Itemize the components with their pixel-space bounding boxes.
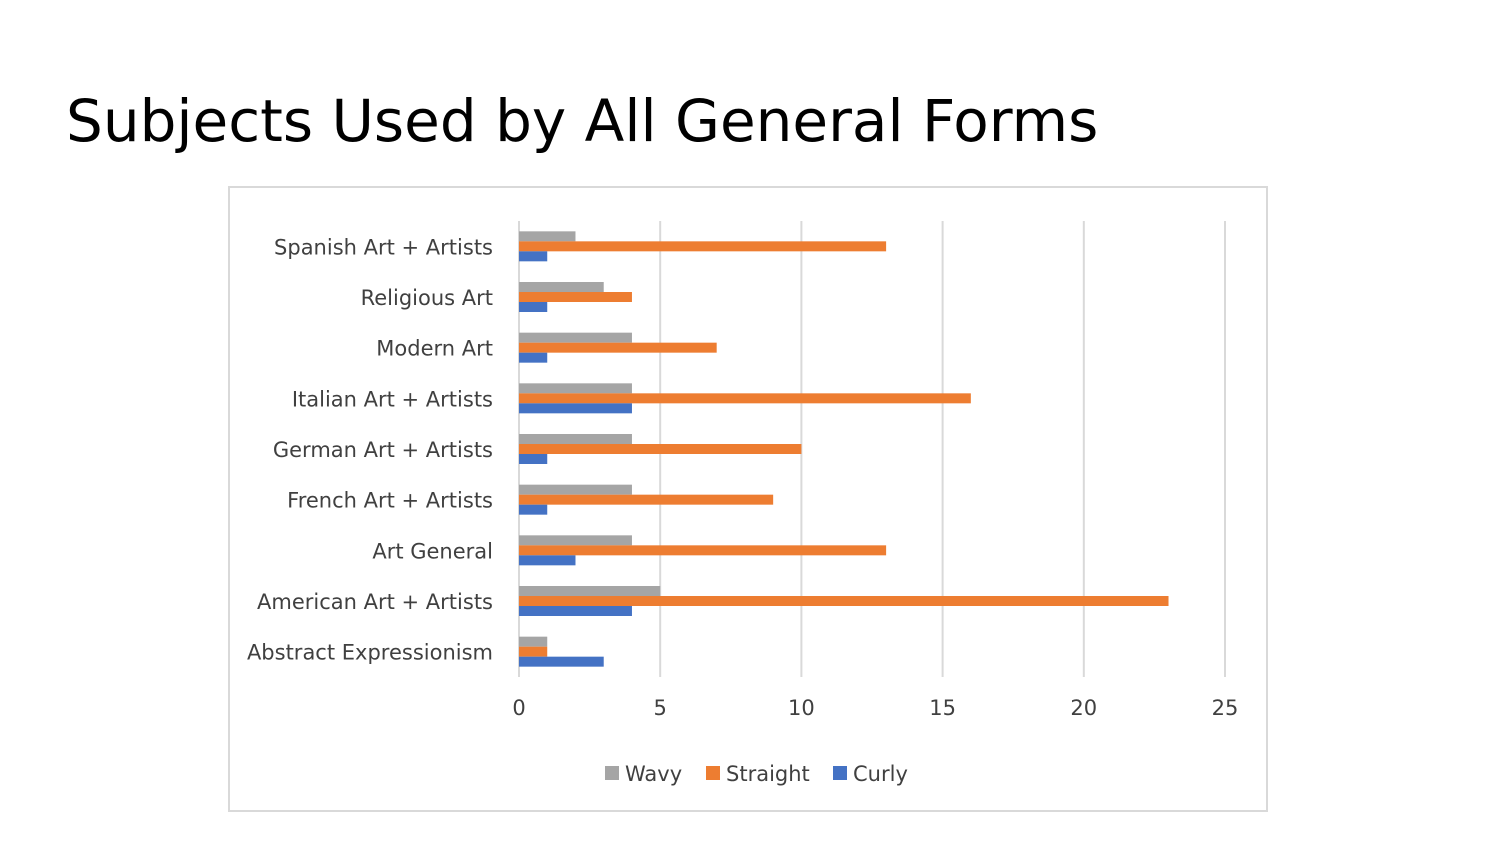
category-label: Art General [372, 539, 493, 563]
chart-frame: Spanish Art + Artists Religious Art Modern… [228, 186, 1268, 812]
x-tick-label: 10 [788, 696, 815, 720]
bar-straight [519, 241, 887, 252]
x-tick-label: 15 [929, 696, 956, 720]
bar-wavy [519, 332, 632, 343]
bar-straight [519, 596, 1169, 606]
legend-label-curly: Curly [853, 762, 908, 786]
bar-wavy [519, 383, 632, 394]
x-tick-label: 25 [1212, 696, 1239, 720]
bar-wavy [519, 636, 548, 647]
x-axis-tick-labels: 0 5 10 15 20 25 [512, 696, 1238, 720]
x-tick-label: 20 [1070, 696, 1097, 720]
bar-straight [519, 545, 887, 556]
bar-curly [519, 302, 548, 312]
bar-curly [519, 555, 576, 566]
bar-curly [519, 403, 632, 414]
category-label: Abstract Expressionism [247, 641, 493, 665]
bar-curly [519, 606, 632, 616]
bar-curly [519, 504, 548, 515]
legend-swatch-curly [833, 766, 847, 780]
category-label: Religious Art [361, 286, 493, 310]
legend-swatch-straight [706, 766, 720, 780]
category-label: Spanish Art + Artists [274, 235, 493, 259]
slide-title: Subjects Used by All General Forms [66, 87, 1099, 155]
category-label: Modern Art [376, 337, 493, 361]
legend-label-wavy: Wavy [625, 762, 682, 786]
bar-straight [519, 444, 802, 454]
bar-wavy [519, 484, 632, 495]
bar-curly [519, 251, 548, 262]
bar-wavy [519, 535, 632, 546]
category-label: Italian Art + Artists [292, 387, 493, 411]
bar-curly [519, 656, 604, 667]
x-tick-label: 0 [512, 696, 525, 720]
bar-chart: Spanish Art + Artists Religious Art Modern… [247, 221, 1238, 786]
category-label: German Art + Artists [273, 438, 493, 462]
bar-wavy [519, 434, 632, 444]
x-tick-label: 5 [654, 696, 667, 720]
bar-wavy [519, 231, 576, 242]
bar-straight [519, 342, 717, 353]
category-label: American Art + Artists [257, 590, 493, 614]
bar-wavy [519, 282, 604, 292]
legend-label-straight: Straight [726, 762, 810, 786]
bar-straight [519, 292, 632, 302]
bar-wavy [519, 586, 661, 596]
category-labels: Spanish Art + Artists Religious Art Modern… [247, 235, 493, 664]
bar-straight [519, 393, 971, 404]
bar-curly [519, 454, 548, 464]
bar-straight [519, 646, 548, 657]
legend-swatch-wavy [605, 766, 619, 780]
bar-straight [519, 494, 774, 505]
category-label: French Art + Artists [287, 489, 493, 513]
legend: Wavy Straight Curly [605, 762, 908, 786]
bars [519, 231, 1169, 667]
bar-curly [519, 352, 548, 363]
